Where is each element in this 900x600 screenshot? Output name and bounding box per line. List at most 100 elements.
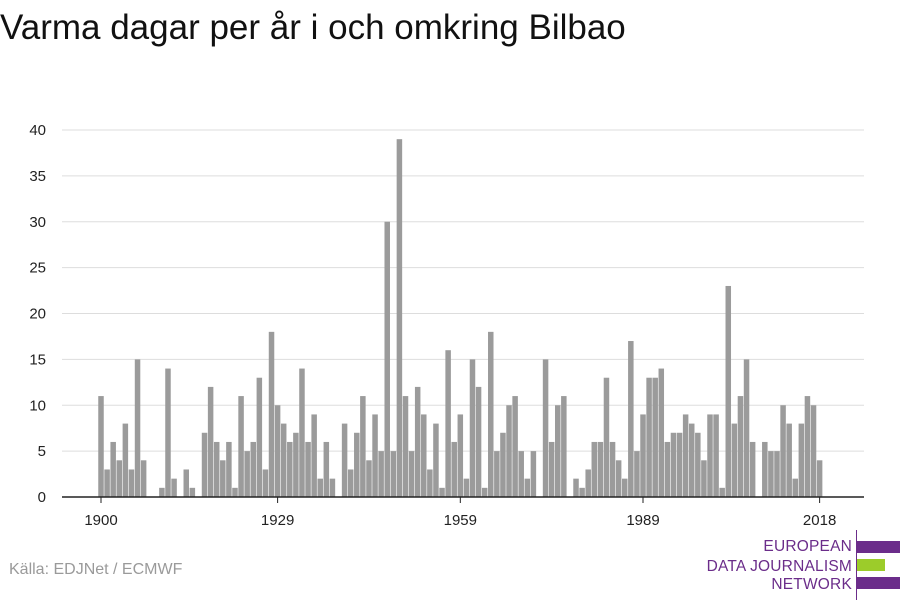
bar-1969 xyxy=(518,451,524,497)
bar-1934 xyxy=(305,441,311,497)
bar-1919 xyxy=(213,441,220,497)
bar-1943 xyxy=(360,396,366,497)
bar-1937 xyxy=(323,441,330,497)
y-tick-label: 15 xyxy=(29,351,46,368)
bar-1968 xyxy=(512,396,518,497)
bar-1931 xyxy=(287,441,293,497)
bar-1933 xyxy=(299,368,305,497)
x-tick-label: 1959 xyxy=(444,512,477,529)
logo-line-european: EUROPEAN xyxy=(763,538,852,555)
bar-1984 xyxy=(609,441,616,497)
bar-1920 xyxy=(220,460,226,497)
bar-2018 xyxy=(816,460,823,497)
x-tick-label: 1900 xyxy=(84,512,117,529)
bar-1918 xyxy=(207,386,214,497)
bar-1910 xyxy=(159,487,165,497)
y-tick-label: 30 xyxy=(29,214,46,231)
bar-1947 xyxy=(384,221,390,497)
bar-1959 xyxy=(457,414,464,497)
bar-1902 xyxy=(110,441,116,497)
bar-1951 xyxy=(408,451,415,497)
bar-1974 xyxy=(548,441,555,497)
y-tick-label: 35 xyxy=(29,168,46,185)
bar-1963 xyxy=(481,487,488,497)
bar-2001 xyxy=(713,414,719,497)
axes: 0 5 10 15 20 25 30 35 40 1900 1929 1959 1989 2018 xyxy=(29,122,864,529)
bar-1945 xyxy=(372,414,378,497)
bar-1999 xyxy=(701,460,707,497)
bar-1944 xyxy=(366,460,372,497)
bar-1981 xyxy=(591,441,598,497)
bar-2002 xyxy=(719,487,725,497)
logo-line-network: NETWORK xyxy=(771,576,852,593)
bar-1967 xyxy=(506,405,512,497)
bar-1901 xyxy=(104,469,110,497)
bar-1987 xyxy=(628,341,634,497)
bar-2007 xyxy=(749,441,756,497)
bar-1940 xyxy=(341,423,348,497)
bar-1976 xyxy=(561,396,567,497)
x-tick-label: 1929 xyxy=(261,512,294,529)
bar-2015 xyxy=(798,423,805,497)
bar-1998 xyxy=(695,432,701,497)
bar-1915 xyxy=(189,487,196,497)
bar-2010 xyxy=(768,451,774,497)
bar-1936 xyxy=(317,478,323,497)
logo-bar-bottom xyxy=(857,577,900,589)
bar-2009 xyxy=(762,441,768,497)
bar-1961 xyxy=(469,359,476,497)
bar-1953 xyxy=(421,414,427,497)
bar-1932 xyxy=(293,432,299,497)
bar-1982 xyxy=(597,441,604,497)
bar-1973 xyxy=(542,359,549,497)
bar-1954 xyxy=(427,469,433,497)
bar-1946 xyxy=(378,451,384,497)
logo-line-data-journalism: DATA JOURNALISM xyxy=(706,558,852,575)
bar-1956 xyxy=(439,487,445,497)
bar-1971 xyxy=(530,451,537,497)
bar-1997 xyxy=(688,423,695,497)
bar-1941 xyxy=(347,469,354,497)
bar-1925 xyxy=(250,441,256,497)
bar-1992 xyxy=(658,368,665,497)
bar-2000 xyxy=(707,414,713,497)
y-tick-label: 5 xyxy=(38,443,46,460)
bar-1921 xyxy=(226,441,232,497)
bar-1986 xyxy=(621,478,628,497)
chart-title: Varma dagar per år i och omkring Bilbao xyxy=(0,8,626,47)
bar-2017 xyxy=(810,405,817,497)
bar-1966 xyxy=(500,432,506,497)
edjnet-logo: EUROPEAN DATA JOURNALISM NETWORK xyxy=(700,530,900,600)
bar-2004 xyxy=(731,423,738,497)
bar-1922 xyxy=(232,487,238,497)
bar-2003 xyxy=(725,285,732,497)
bar-1907 xyxy=(140,460,147,497)
bar-2006 xyxy=(743,359,750,497)
logo-bar-middle xyxy=(857,559,885,571)
bar-2011 xyxy=(774,451,780,497)
bar-1938 xyxy=(329,478,336,497)
y-tick-label: 20 xyxy=(29,306,46,323)
bar-1917 xyxy=(201,432,208,497)
bar-2012 xyxy=(780,405,786,497)
logo-divider xyxy=(856,530,857,600)
bar-1952 xyxy=(414,386,421,497)
bar-1928 xyxy=(268,331,275,497)
bar-2013 xyxy=(786,423,792,497)
y-tick-label: 25 xyxy=(29,260,46,277)
source-note: Källa: EDJNet / ECMWF xyxy=(9,561,183,578)
bar-1911 xyxy=(165,368,171,497)
bar-1950 xyxy=(402,396,409,497)
bar-1980 xyxy=(585,469,591,497)
bar-1979 xyxy=(579,487,585,497)
bar-1903 xyxy=(116,460,123,497)
bar-1912 xyxy=(171,478,177,497)
bar-1900 xyxy=(98,396,104,497)
bar-1924 xyxy=(244,451,250,497)
bar-1923 xyxy=(238,396,244,497)
bar-1914 xyxy=(183,469,190,497)
bar-2016 xyxy=(804,396,811,497)
bar-1970 xyxy=(524,478,531,497)
bar-1905 xyxy=(128,469,135,497)
bar-1962 xyxy=(475,386,482,497)
